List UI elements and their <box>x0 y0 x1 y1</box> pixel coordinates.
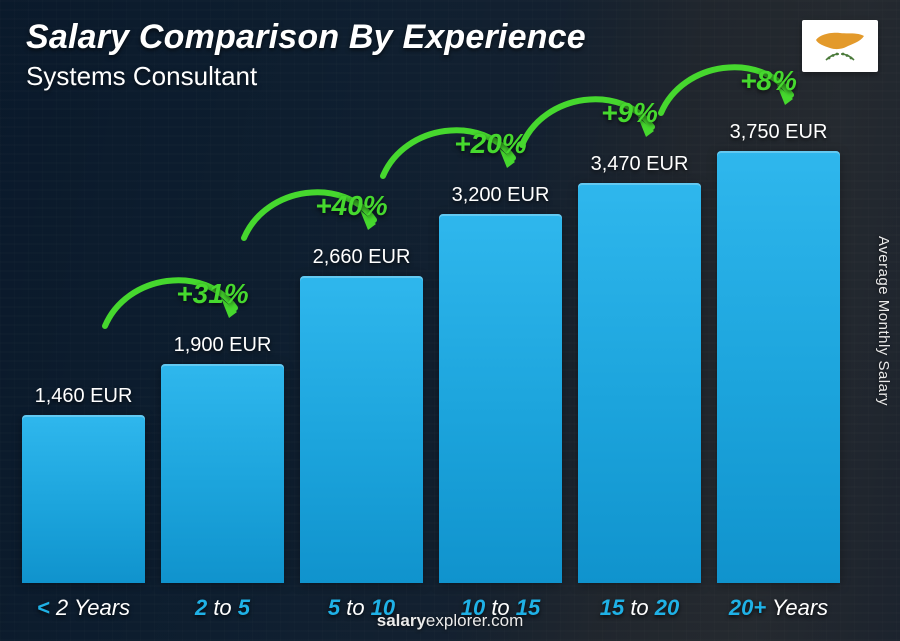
chart-column: 1,460 EUR< 2 Years <box>22 113 145 583</box>
chart-column: +9%3,470 EUR15 to 20 <box>578 113 701 583</box>
increase-percent: +8% <box>740 65 797 97</box>
bar: 3,750 EUR <box>717 151 840 583</box>
bar: 3,470 EUR <box>578 183 701 583</box>
bar: 1,460 EUR <box>22 415 145 583</box>
bar: 3,200 EUR <box>439 214 562 583</box>
cyprus-island-icon <box>816 33 864 49</box>
increase-percent: +20% <box>454 128 526 160</box>
salary-bar-chart: 1,460 EUR< 2 Years+31%1,900 EUR2 to 5+40… <box>22 113 840 583</box>
increase-annotation: +31% <box>161 278 284 310</box>
bar-value-label: 3,470 EUR <box>578 153 701 176</box>
footer-brand-bold: salary <box>377 611 426 630</box>
bar-value-label: 3,200 EUR <box>439 184 562 207</box>
bar-value-label: 2,660 EUR <box>300 246 423 269</box>
increase-percent: +40% <box>315 190 387 222</box>
cyprus-flag-icon <box>802 20 878 72</box>
bar-value-label: 3,750 EUR <box>717 121 840 144</box>
infographic-stage: Salary Comparison By Experience Systems … <box>0 0 900 641</box>
chart-column: +40%2,660 EUR5 to 10 <box>300 113 423 583</box>
chart-column: +31%1,900 EUR2 to 5 <box>161 113 284 583</box>
title-block: Salary Comparison By Experience Systems … <box>26 18 586 92</box>
y-axis-label: Average Monthly Salary <box>875 236 892 406</box>
footer-brand-rest: explorer.com <box>426 611 523 630</box>
footer-attribution: salaryexplorer.com <box>0 611 900 631</box>
increase-annotation: +40% <box>300 190 423 222</box>
increase-annotation: +20% <box>439 128 562 160</box>
chart-column: +20%3,200 EUR10 to 15 <box>439 113 562 583</box>
increase-annotation: +9% <box>578 97 701 129</box>
page-title: Salary Comparison By Experience <box>26 18 586 57</box>
increase-percent: +31% <box>176 278 248 310</box>
chart-column: +8%3,750 EUR20+ Years <box>717 113 840 583</box>
page-subtitle: Systems Consultant <box>26 61 586 92</box>
increase-percent: +9% <box>601 97 658 129</box>
bar: 1,900 EUR <box>161 364 284 583</box>
bar: 2,660 EUR <box>300 276 423 583</box>
bar-value-label: 1,900 EUR <box>161 334 284 357</box>
bar-value-label: 1,460 EUR <box>22 385 145 408</box>
